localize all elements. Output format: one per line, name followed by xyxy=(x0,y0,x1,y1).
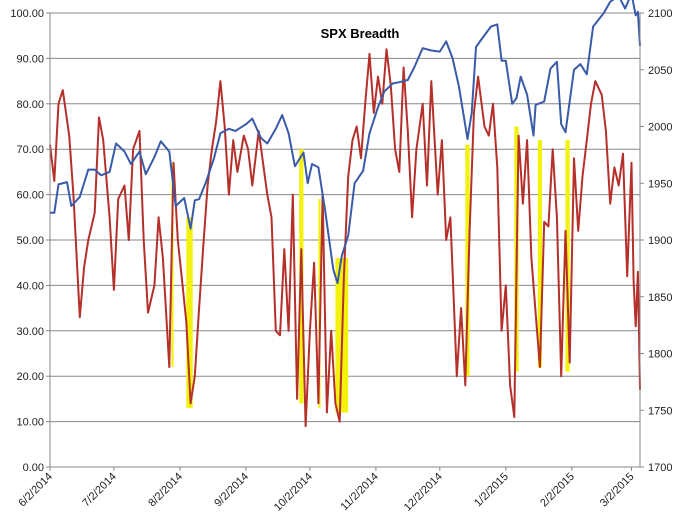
breadth-series-line xyxy=(49,48,641,428)
right-tick-label: 2000 xyxy=(648,122,672,134)
left-tick-label: 60.00 xyxy=(16,190,44,202)
right-tick-label: 1800 xyxy=(648,349,672,361)
left-tick-label: 20.00 xyxy=(16,371,44,383)
chart-title: SPX Breadth xyxy=(321,26,400,41)
left-tick-label: 40.00 xyxy=(16,280,44,292)
highlight-band xyxy=(565,140,570,372)
spx-series-line xyxy=(50,0,641,285)
right-tick-label: 1850 xyxy=(648,292,672,304)
right-tick-label: 1700 xyxy=(648,462,672,474)
left-tick-label: 50.00 xyxy=(16,235,44,247)
left-tick-label: 90.00 xyxy=(16,53,44,65)
right-tick-label: 1900 xyxy=(648,235,672,247)
highlight-band xyxy=(171,162,174,368)
left-axis-ticks: 0.00 10.00 20.00 30.00 40.00 50.00 60.00 70.00 8… xyxy=(10,8,50,474)
left-tick-label: 10.00 xyxy=(16,417,44,429)
left-tick-label: 0.00 xyxy=(23,462,44,474)
left-tick-label: 30.00 xyxy=(16,326,44,338)
highlight-band xyxy=(537,140,543,368)
right-tick-label: 2050 xyxy=(648,65,672,77)
right-tick-label: 1950 xyxy=(648,178,672,190)
right-tick-label: 1750 xyxy=(648,405,672,417)
left-tick-label: 80.00 xyxy=(16,99,44,111)
left-tick-label: 100.00 xyxy=(10,8,44,20)
right-tick-label: 2100 xyxy=(648,8,672,20)
left-tick-label: 70.00 xyxy=(16,144,44,156)
series-lines xyxy=(49,0,641,428)
highlight-band xyxy=(465,144,470,377)
right-axis-ticks: 1700 1750 1800 1850 1900 1950 2000 2050 2100 xyxy=(640,8,672,474)
highlight-band xyxy=(186,217,193,408)
